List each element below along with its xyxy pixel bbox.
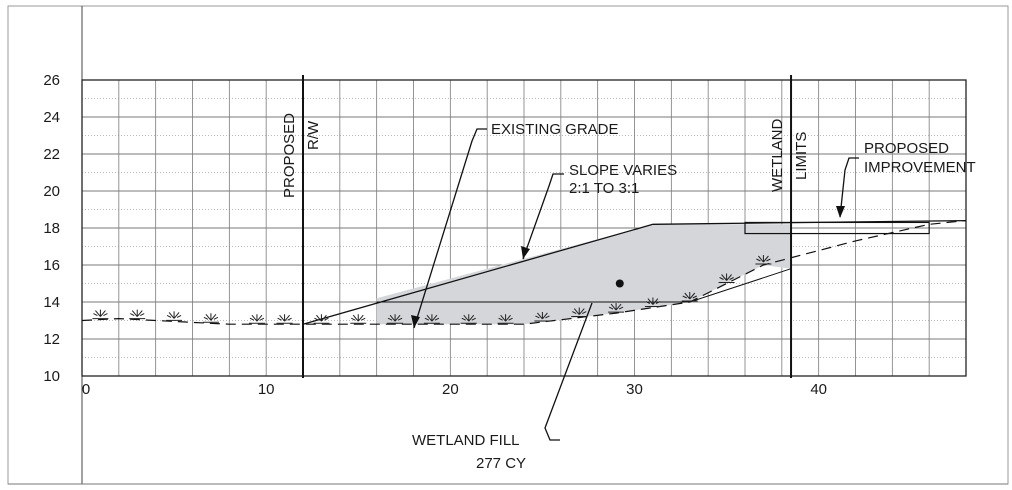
wetland-symbols xyxy=(92,255,772,324)
proposed-rw-label-line1: PROPOSED xyxy=(281,113,298,198)
slope-varies-callout: SLOPE VARIES 2:1 TO 3:1 xyxy=(521,162,677,260)
wetland-symbol xyxy=(313,314,330,324)
wetland-limits-label-line2: LIMITS xyxy=(793,132,810,180)
axis-tick-labels: 10 12 14 16 18 20 22 24 26 0 10 20 30 40 xyxy=(43,72,827,398)
y-tick-label: 10 xyxy=(43,368,60,385)
wetland-symbol xyxy=(387,314,404,324)
wetland-symbol-tuft xyxy=(203,313,219,321)
wetland-symbol-tuft xyxy=(608,303,624,311)
wetland-fill-label-line2: 277 CY xyxy=(476,455,526,472)
page-frame xyxy=(7,5,1009,485)
x-tick-label: 10 xyxy=(258,381,275,398)
wetland-symbol xyxy=(92,309,109,320)
wetland-symbol-tuft xyxy=(130,309,145,317)
wetland-symbol xyxy=(608,303,625,313)
proposed-improvement-callout: PROPOSED IMPROVEMENT xyxy=(836,140,976,218)
wetland-fill-callout: WETLAND FILL 277 CY xyxy=(412,302,593,472)
existing-grade-label: EXISTING GRADE xyxy=(491,121,619,138)
wetland-symbol xyxy=(571,307,588,318)
wetland-symbol xyxy=(129,309,146,320)
wetland-symbol-tuft xyxy=(93,309,108,317)
wetland-symbol-tuft xyxy=(756,255,771,263)
x-tick-label: 20 xyxy=(442,381,459,398)
x-tick-label: 0 xyxy=(82,381,90,398)
wetland-symbol-tuft xyxy=(387,314,403,322)
wetland-symbol-tuft xyxy=(719,273,734,281)
slope-varies-label-line1: SLOPE VARIES xyxy=(569,162,677,179)
wetland-limits-label-line1: WETLAND xyxy=(769,118,786,192)
wetland-symbol-tuft xyxy=(461,314,476,322)
y-tick-label: 14 xyxy=(43,294,60,311)
y-tick-label: 22 xyxy=(43,146,60,163)
wetland-symbol xyxy=(681,292,698,302)
wetland-symbol-tuft xyxy=(314,314,329,322)
y-tick-label: 18 xyxy=(43,220,60,237)
wetland-symbol xyxy=(534,311,551,322)
wetland-symbol xyxy=(166,311,183,321)
y-tick-label: 26 xyxy=(43,72,60,89)
proposed-improvement-label-line1: PROPOSED xyxy=(864,140,949,157)
wetland-fill-area xyxy=(376,224,791,325)
plot-frame xyxy=(81,79,967,377)
wetland-symbol xyxy=(350,314,367,324)
wetland-symbol-tuft xyxy=(645,297,661,305)
wetland-symbol xyxy=(248,314,265,324)
wetland-symbol-tuft xyxy=(277,314,292,322)
wetland-symbol-tuft xyxy=(535,311,550,320)
proposed-rw-label-line2: R/W xyxy=(305,120,322,150)
wetland-symbol-tuft xyxy=(351,314,366,322)
existing-grade-callout: EXISTING GRADE xyxy=(411,121,619,329)
wetland-symbol xyxy=(497,314,514,324)
proposed-improvement-box xyxy=(744,221,930,235)
wetland-symbol-tuft xyxy=(572,307,587,315)
slope-varies-label-line2: 2:1 TO 3:1 xyxy=(569,180,639,197)
wetland-fill-label-line1: WETLAND FILL xyxy=(412,432,520,449)
x-tick-label: 40 xyxy=(810,381,827,398)
wetland-symbol-tuft xyxy=(682,292,697,300)
y-tick-label: 24 xyxy=(43,109,60,126)
wetland-symbol xyxy=(276,314,293,324)
wetland-symbol-tuft xyxy=(166,311,182,319)
wetland-symbol xyxy=(644,297,661,308)
y-tick-label: 12 xyxy=(43,331,60,348)
wetland-symbol-tuft xyxy=(498,314,513,322)
y-tick-label: 16 xyxy=(43,257,60,274)
wetland-symbol-tuft xyxy=(424,314,440,322)
wetland-symbol xyxy=(423,314,440,324)
wetland-fill-polygon xyxy=(376,224,791,325)
wetland-symbol-tuft xyxy=(249,314,265,322)
proposed-grade-line xyxy=(302,219,967,325)
y-tick-label: 20 xyxy=(43,183,60,200)
wetland-fill-marker xyxy=(615,279,624,288)
wetland-symbol xyxy=(718,273,735,283)
grade-lines xyxy=(81,75,967,378)
grid xyxy=(81,79,967,377)
existing-grade-line xyxy=(81,220,967,325)
proposed-improvement-label-line2: IMPROVEMENT xyxy=(864,159,976,176)
wetland-symbol xyxy=(202,313,219,323)
wetland-symbol xyxy=(755,255,772,265)
wetland-symbol xyxy=(460,314,477,324)
x-tick-label: 30 xyxy=(626,381,643,398)
